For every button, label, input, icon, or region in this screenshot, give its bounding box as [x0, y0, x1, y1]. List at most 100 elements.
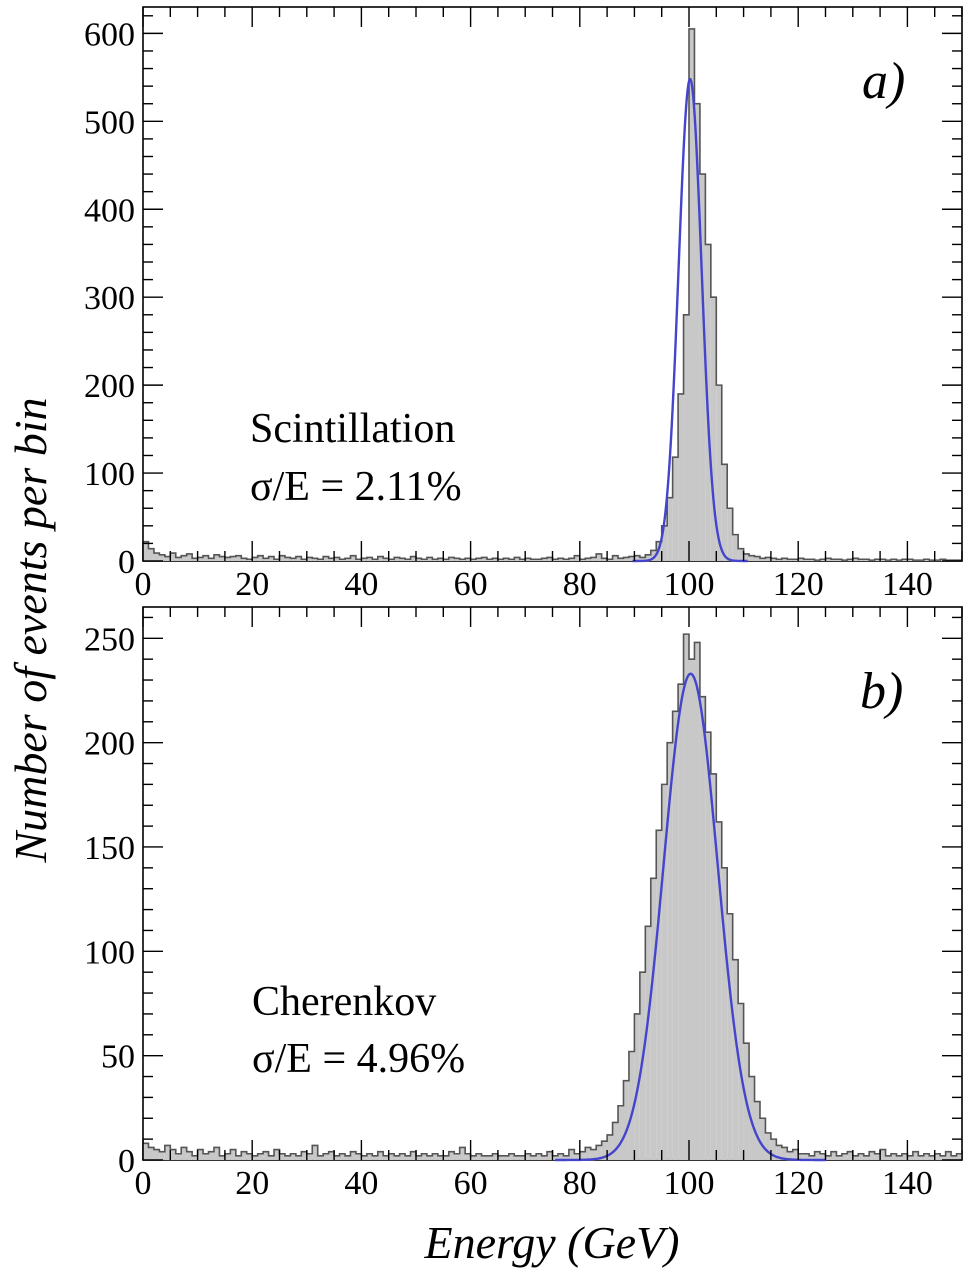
- panel-b-bin: [519, 1155, 526, 1160]
- panel-b-bin: [295, 1155, 302, 1160]
- panel-a-bin: [192, 558, 198, 561]
- x-tick-label: 80: [563, 1165, 597, 1202]
- panel-b-bin: [820, 1153, 826, 1160]
- panel-b-bin: [536, 1153, 542, 1160]
- panel-a-bin: [618, 558, 624, 561]
- y-tick-label: 0: [118, 544, 135, 581]
- y-tick-label: 250: [84, 621, 135, 658]
- panel-b-bin: [907, 1155, 913, 1160]
- panel-b-bin: [754, 1101, 760, 1160]
- panel-a-bin: [727, 508, 733, 561]
- panel-b-bin: [246, 1153, 253, 1160]
- panel-a-bin: [661, 525, 668, 561]
- panel-b-bin: [896, 1155, 902, 1160]
- panel-a-bin: [213, 554, 220, 561]
- panel-b-bin: [710, 773, 717, 1160]
- panel-b-bin: [334, 1155, 340, 1160]
- panel-a-bin: [803, 559, 810, 561]
- panel-b-bin: [443, 1155, 449, 1160]
- panel-b-bin: [508, 1153, 515, 1160]
- panel-a-bin: [880, 559, 886, 561]
- panel-a-bin: [710, 297, 717, 561]
- panel-a-bin: [743, 553, 750, 561]
- panel-a-bin: [825, 558, 831, 561]
- panel-a-bin: [830, 559, 837, 561]
- panel-a-fit-curve: [632, 78, 748, 563]
- panel-b-bin: [192, 1155, 198, 1160]
- panel-a-bin: [809, 559, 815, 561]
- panel-b-bin: [230, 1149, 236, 1160]
- panel-b-bin: [405, 1155, 411, 1160]
- panel-a-bin: [159, 554, 165, 561]
- panel-b-bin: [143, 1143, 149, 1160]
- panel-a-bin: [437, 558, 444, 561]
- panel-b-bin: [219, 1155, 225, 1160]
- panel-a-histogram-outline: [142, 28, 962, 561]
- panel-a-bin: [197, 557, 204, 561]
- panel-b-bin: [830, 1151, 837, 1160]
- panel-b-cherenkov: 0 20 40 60 80 100 120 140 0 50 100 150 200 250 b) Ch…: [84, 606, 963, 1202]
- y-tick-label: 500: [84, 104, 135, 141]
- panel-a-bin: [579, 559, 586, 561]
- panel-a-bin: [492, 558, 498, 561]
- panel-b-bin: [694, 642, 700, 1160]
- panel-b-bin: [563, 1155, 569, 1160]
- panel-b-bin: [667, 742, 673, 1160]
- panel-b-bin: [541, 1155, 548, 1160]
- panel-a-bin: [787, 559, 793, 561]
- panel-b-bin: [170, 1149, 176, 1160]
- panel-a-bin: [858, 559, 864, 561]
- y-tick-label: 100: [84, 456, 135, 493]
- panel-b-bin: [607, 1134, 613, 1160]
- panel-a-bin: [448, 557, 455, 561]
- y-tick-label: 200: [84, 726, 135, 763]
- panel-b-bin: [323, 1153, 329, 1160]
- panel-a-bin: [792, 559, 799, 561]
- panel-a-bin: [372, 559, 378, 561]
- panel-a-bin: [628, 556, 635, 561]
- panel-a-bin: [568, 558, 575, 561]
- panel-b-bin: [410, 1151, 416, 1160]
- panel-b-bin: [470, 1155, 477, 1160]
- panel-a-bin: [405, 559, 411, 561]
- panel-a-bin: [345, 558, 351, 561]
- panel-a-bin: [836, 559, 842, 561]
- panel-b-bin: [803, 1153, 810, 1160]
- panel-a-bin: [383, 558, 389, 561]
- panel-b-bin: [689, 659, 695, 1160]
- panel-a-bin: [476, 558, 482, 561]
- panel-a-bin: [776, 559, 782, 561]
- panel-a-bin: [246, 559, 253, 561]
- x-tick-label: 0: [135, 1165, 152, 1202]
- panel-a-bin: [454, 558, 460, 561]
- panel-a-bin: [634, 555, 640, 561]
- panel-b-gaussian-fit: [555, 672, 827, 1162]
- panel-a-bin: [208, 558, 214, 561]
- panel-b-bin: [738, 1003, 744, 1160]
- panel-b-bin: [759, 1118, 766, 1160]
- panel-a-bin: [164, 556, 171, 561]
- y-tick-label: 200: [84, 368, 135, 405]
- panel-b-bin: [847, 1151, 853, 1160]
- x-tick-label: 60: [454, 1165, 488, 1202]
- panel-a-annotation-resolution: σ/E = 2.11%: [250, 464, 462, 510]
- panel-b-bin: [645, 926, 651, 1160]
- panel-a-bin: [443, 559, 449, 561]
- panel-b-bin: [547, 1151, 553, 1160]
- panel-b-bin: [394, 1155, 400, 1160]
- panel-b-bin: [279, 1153, 285, 1160]
- x-tick-label: 40: [344, 1165, 378, 1202]
- panel-b-bin: [612, 1122, 619, 1160]
- x-tick-label: 80: [563, 566, 597, 603]
- panel-a-bin: [781, 558, 788, 561]
- panel-a-bin: [716, 385, 722, 561]
- panel-a-bin: [263, 558, 269, 561]
- panel-a-bin: [235, 555, 242, 561]
- panel-a-bin: [503, 558, 509, 561]
- panel-a-bin: [694, 103, 700, 561]
- panel-a-bin: [525, 558, 531, 561]
- panel-b-bin: [366, 1153, 373, 1160]
- panel-a-bin: [334, 557, 340, 561]
- panel-a-bin: [323, 556, 329, 561]
- panel-b-bin: [208, 1151, 214, 1160]
